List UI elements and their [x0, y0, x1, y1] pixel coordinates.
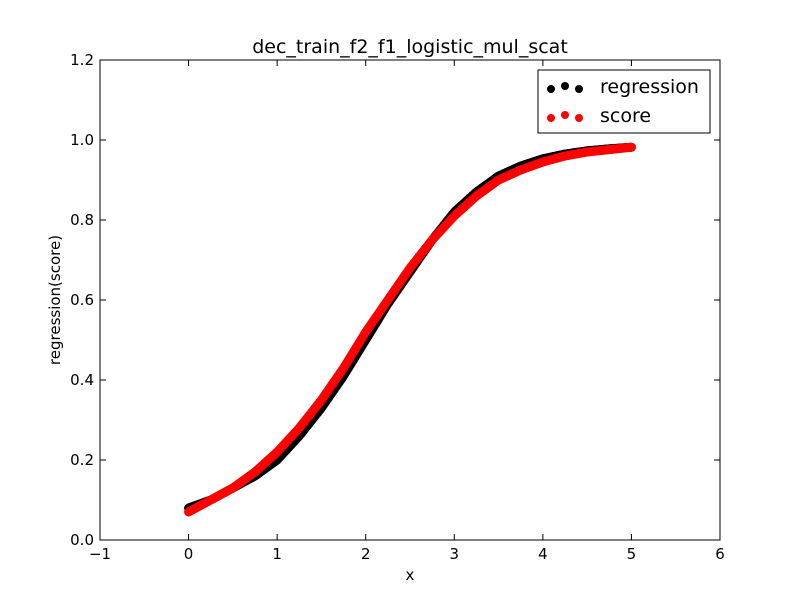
scatter-point — [626, 142, 636, 152]
x-tick-label: 0 — [184, 545, 194, 563]
series-layer — [184, 142, 636, 517]
x-tick-label: 6 — [715, 545, 725, 563]
series-regression — [184, 142, 636, 513]
y-tick-label: 0.4 — [70, 371, 94, 389]
y-tick-label: 0.8 — [70, 211, 94, 229]
y-tick-label: 1.2 — [70, 51, 94, 69]
y-tick-label: 1.0 — [70, 131, 94, 149]
x-tick-label: 4 — [538, 545, 548, 563]
legend-label-regression: regression — [600, 76, 699, 98]
plot-frame — [99, 59, 721, 541]
y-tick-label: 0.0 — [70, 531, 94, 549]
y-tick-label: 0.2 — [70, 451, 94, 469]
legend-box — [537, 69, 711, 134]
legend: regression score — [537, 69, 711, 134]
y-axis-label: regression(score) — [46, 235, 64, 365]
legend-marker-regression — [575, 85, 583, 93]
ticks-layer: −1 0 1 2 3 4 5 6 0.0 0.2 0.4 0.6 0.8 1.0 1.2 — [70, 51, 725, 563]
legend-marker-regression — [547, 85, 555, 93]
x-tick-label: 3 — [450, 545, 460, 563]
legend-marker-score — [561, 111, 569, 119]
legend-items — [547, 82, 583, 122]
y-tick-label: 0.6 — [70, 291, 94, 309]
legend-marker-regression — [561, 82, 569, 90]
legend-marker-score — [575, 114, 583, 122]
x-tick-label: 5 — [627, 545, 637, 563]
x-tick-label: 2 — [361, 545, 371, 563]
x-axis-label: x — [406, 566, 415, 584]
x-tick-label: −1 — [89, 545, 111, 563]
chart-title: dec_train_f2_f1_logistic_mul_scat — [252, 36, 568, 58]
legend-marker-score — [547, 114, 555, 122]
legend-label-score: score — [600, 105, 651, 127]
x-tick-label: 1 — [272, 545, 282, 563]
series-score — [184, 142, 636, 517]
